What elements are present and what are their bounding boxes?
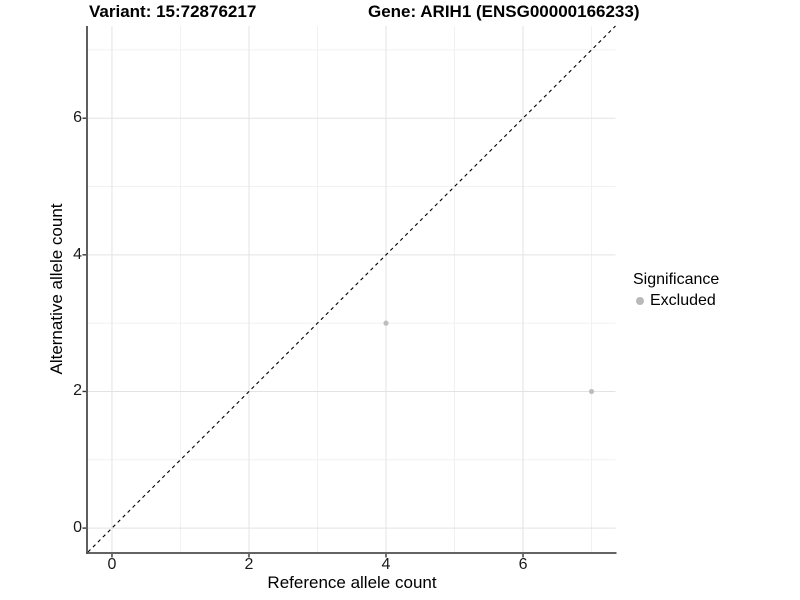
identity-line bbox=[87, 25, 616, 553]
x-axis-title: Reference allele count bbox=[267, 573, 437, 592]
y-tick-label: 6 bbox=[73, 109, 82, 127]
plot-title-variant: Variant: 15:72876217 bbox=[89, 2, 257, 21]
x-tick-label: 6 bbox=[518, 556, 528, 573]
x-tick-label: 2 bbox=[244, 556, 254, 573]
x-tick-label: 4 bbox=[381, 556, 391, 573]
y-axis-title: Alternative allele count bbox=[47, 203, 66, 375]
x-tick-label: 0 bbox=[107, 556, 117, 573]
legend-item-label: Excluded bbox=[650, 292, 716, 309]
data-point bbox=[588, 388, 595, 395]
legend: Significance Excluded bbox=[633, 270, 719, 310]
legend-title: Significance bbox=[633, 271, 720, 288]
plot-title-gene: Gene: ARIH1 (ENSG00000166233) bbox=[368, 2, 640, 21]
legend-point-icon bbox=[636, 296, 644, 305]
y-tick-label: 2 bbox=[73, 382, 82, 400]
data-point bbox=[383, 320, 389, 326]
y-tick-label: 0 bbox=[73, 519, 82, 537]
y-tick-label: 4 bbox=[73, 245, 82, 263]
legend-item-excluded: Excluded bbox=[633, 291, 719, 310]
